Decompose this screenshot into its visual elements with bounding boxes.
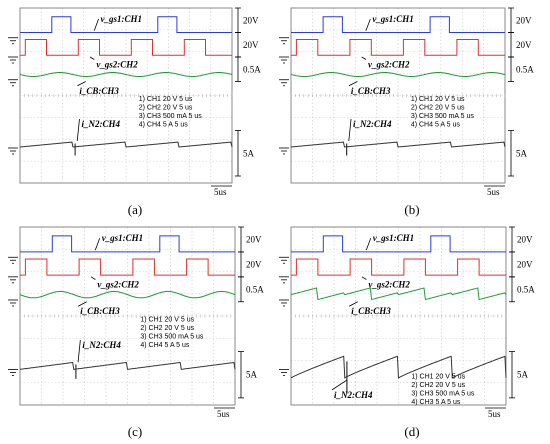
scale-label: 0.5A	[516, 64, 534, 74]
ch3-trace	[290, 72, 506, 77]
channel-info: 3) CH3 500 mA 5 us	[139, 113, 203, 120]
channel-info: 3) CH3 500 mA 5 us	[411, 113, 475, 120]
panel-caption: (d)	[404, 424, 419, 439]
ch2-trace	[20, 258, 235, 276]
label-arrow	[76, 118, 80, 142]
channel-label: i_N2:CH4	[82, 340, 121, 350]
channel-info: 2) CH2 20 V 5 us	[140, 325, 194, 332]
scale-label: 0.5A	[517, 284, 535, 294]
panel-caption: (c)	[128, 424, 142, 439]
channel-label: v_gs2:CH2	[96, 60, 138, 70]
label-arrow	[89, 56, 95, 60]
channel-label: v_gs1:CH1	[101, 14, 143, 24]
label-arrow	[331, 379, 348, 391]
panel-c: v_gs1:CH1 v_gs2:CH2 i_CB:CH3 i_N2:CH4 20V 20V…	[8, 226, 264, 439]
channel-label: i_CB:CH3	[351, 306, 391, 316]
channel-info: 4) CH4 5 A 5 us	[139, 121, 189, 128]
label-arrow	[94, 238, 101, 251]
channel-info: 1) CH1 20 V 5 us	[139, 96, 193, 103]
label-arrow	[93, 18, 99, 31]
time-scale: 5us	[488, 409, 501, 419]
channel-info: 2) CH2 20 V 5 us	[139, 104, 193, 111]
panel-a: v_gs1:CH1 v_gs2:CH2 i_CB:CH3 i_N2:CH4 20V 20V…	[8, 7, 261, 217]
panel-caption: (b)	[404, 202, 419, 217]
channel-label: v_gs1:CH1	[372, 14, 414, 24]
panel-caption: (a)	[128, 202, 142, 217]
channel-label: i_CB:CH3	[79, 86, 119, 96]
ch4-trace	[290, 355, 507, 379]
channel-label: i_CB:CH3	[80, 306, 120, 316]
label-arrow	[361, 276, 367, 280]
scale-label: 5A	[517, 370, 529, 380]
scale-label: 20V	[246, 259, 262, 269]
label-arrow	[365, 238, 372, 251]
channel-info: 3) CH3 500 mA 5 us	[411, 390, 475, 397]
label-arrow	[78, 301, 87, 307]
ch1-trace	[20, 16, 232, 33]
scale-label: 5A	[243, 148, 255, 158]
ch3-trace	[19, 72, 233, 77]
scale-label: 20V	[243, 15, 259, 25]
scale-label: 20V	[246, 234, 262, 244]
channel-label: v_gs1:CH1	[373, 233, 415, 243]
time-scale: 5us	[214, 187, 227, 197]
label-arrow	[348, 81, 358, 87]
scale-label: 0.5A	[243, 64, 261, 74]
label-arrow	[77, 339, 81, 363]
panel-b: v_gs1:CH1 v_gs2:CH2 i_CB:CH3 i_N2:CH4 20V 20V…	[279, 7, 534, 217]
ch3-trace	[19, 290, 236, 299]
label-arrow	[361, 56, 367, 60]
time-scale: 5us	[487, 187, 500, 197]
label-arrow	[365, 18, 371, 31]
channel-label: v_gs2:CH2	[368, 60, 410, 70]
scale-label: 20V	[516, 40, 532, 50]
time-scale: 5us	[217, 409, 230, 419]
scale-label: 20V	[517, 259, 533, 269]
scale-label: 5A	[246, 370, 258, 380]
channel-info: 2) CH2 20 V 5 us	[411, 104, 465, 111]
label-arrow	[90, 276, 96, 280]
channel-info: 1) CH1 20 V 5 us	[411, 373, 465, 380]
scale-label: 20V	[516, 15, 532, 25]
ch2-trace	[20, 39, 232, 56]
scale-label: 20V	[243, 40, 259, 50]
channel-info: 4) CH4 5 A 5 us	[411, 121, 461, 128]
channel-label: i_N2:CH4	[81, 119, 120, 129]
channel-label: v_gs2:CH2	[97, 280, 139, 290]
ch1-trace	[20, 235, 235, 253]
channel-info: 3) CH3 500 mA 5 us	[140, 333, 204, 340]
ch4-trace	[19, 141, 233, 148]
ch1-trace	[291, 16, 505, 33]
channel-info: 1) CH1 20 V 5 us	[140, 316, 194, 323]
ch2-trace	[291, 39, 505, 56]
channel-info: 4) CH4 5 A 5 us	[140, 342, 190, 349]
ch4-trace	[19, 361, 236, 370]
ch2-trace	[291, 258, 506, 276]
channel-label: v_gs2:CH2	[368, 280, 410, 290]
channel-label: v_gs1:CH1	[102, 233, 144, 243]
ch3-trace	[290, 287, 507, 301]
label-arrow	[77, 81, 86, 87]
ch1-trace	[291, 235, 506, 253]
scale-label: 5A	[516, 148, 528, 158]
scale-label: 20V	[517, 234, 533, 244]
channel-info: 1) CH1 20 V 5 us	[411, 96, 465, 103]
channel-label: i_N2:CH4	[334, 390, 373, 400]
label-arrow	[348, 118, 352, 142]
panel-d: v_gs1:CH1 v_gs2:CH2 i_CB:CH3 i_N2:CH4 20V 20V…	[279, 226, 535, 439]
scale-label: 0.5A	[246, 284, 264, 294]
channel-label: i_N2:CH4	[353, 119, 392, 129]
channel-info: 2) CH2 20 V 5 us	[411, 382, 465, 389]
label-arrow	[349, 301, 358, 307]
channel-label: i_CB:CH3	[351, 86, 391, 96]
ch4-trace	[290, 141, 506, 148]
channel-info: 4) CH3 5 A 5 us	[411, 399, 461, 406]
